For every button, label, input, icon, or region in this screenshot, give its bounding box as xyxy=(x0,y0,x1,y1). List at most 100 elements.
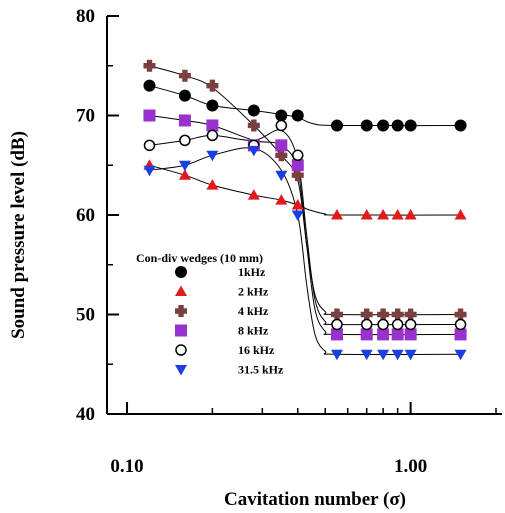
data-point xyxy=(143,109,156,122)
data-point xyxy=(377,318,389,331)
x-tick-label: 1.00 xyxy=(394,456,427,477)
legend-label: 8 kHz xyxy=(238,324,269,338)
y-tick-label: 40 xyxy=(76,404,95,425)
data-point xyxy=(404,349,417,361)
data-point xyxy=(360,318,373,331)
axes: 40 50 60 70 80 0.10 1.00 xyxy=(76,6,502,477)
data-point xyxy=(143,139,156,152)
data-point xyxy=(330,209,343,220)
data-point xyxy=(275,170,288,182)
legend-label: 4 kHz xyxy=(238,304,269,318)
data-point xyxy=(206,79,219,92)
data-point xyxy=(275,149,288,162)
data-point xyxy=(178,69,191,82)
data-point xyxy=(178,89,191,102)
data-point xyxy=(206,179,219,190)
data-point xyxy=(206,119,219,132)
y-tick-label: 50 xyxy=(76,305,95,326)
legend-label: 1kHz xyxy=(238,265,266,279)
legend-marker xyxy=(175,305,187,317)
data-point xyxy=(331,318,343,331)
data-point xyxy=(247,145,260,157)
data-point xyxy=(330,308,343,321)
data-point xyxy=(377,349,390,361)
data-point xyxy=(404,209,417,220)
data-point xyxy=(291,210,304,221)
data-point xyxy=(404,119,417,132)
data-point xyxy=(454,209,467,220)
legend-label: 2 kHz xyxy=(238,285,269,299)
data-point xyxy=(291,169,304,182)
data-point xyxy=(143,79,156,92)
data-point xyxy=(178,169,191,180)
legend-title: Con-div wedges (10 mm) xyxy=(136,251,263,265)
data-point xyxy=(143,165,156,177)
data-point xyxy=(391,318,404,331)
series-curve xyxy=(149,164,461,216)
data-point xyxy=(178,160,191,172)
y-tick-label: 60 xyxy=(76,205,95,226)
y-tick-label: 70 xyxy=(76,106,95,127)
data-point xyxy=(454,308,467,321)
data-point xyxy=(360,209,373,220)
data-point xyxy=(275,139,288,152)
series-curve xyxy=(149,147,461,356)
data-point xyxy=(391,328,404,341)
data-point xyxy=(360,119,373,132)
legend-marker xyxy=(175,365,187,376)
data-point xyxy=(391,349,404,361)
legend-label: 31.5 kHz xyxy=(238,363,284,377)
data-point xyxy=(247,189,260,200)
data-point xyxy=(247,119,260,132)
legend-marker xyxy=(175,344,187,356)
data-point xyxy=(143,59,156,72)
data-point xyxy=(391,308,404,321)
data-point xyxy=(206,150,219,162)
data-point xyxy=(179,134,191,147)
data-point xyxy=(247,104,260,117)
y-tick-label: 80 xyxy=(76,6,95,27)
legend: Con-div wedges (10 mm) 1kHz 2 kHz 4 kHz 8 k… xyxy=(136,251,284,377)
data-point xyxy=(377,308,390,321)
data-point xyxy=(291,109,304,122)
data-point xyxy=(404,318,417,331)
data-point xyxy=(404,328,417,341)
data-point xyxy=(275,119,288,132)
data-point xyxy=(178,114,191,127)
data-point xyxy=(404,308,417,321)
data-point xyxy=(291,199,304,210)
series-curve xyxy=(149,85,461,127)
series-curve xyxy=(149,115,461,336)
data-point xyxy=(454,328,467,341)
x-axis-title: Cavitation number (σ) xyxy=(224,489,406,510)
data-points xyxy=(143,59,467,361)
data-point xyxy=(275,109,288,122)
data-point xyxy=(377,328,390,341)
data-point xyxy=(292,149,304,162)
legend-marker xyxy=(175,266,187,278)
data-point xyxy=(330,349,343,361)
data-point xyxy=(377,209,390,220)
data-point xyxy=(206,129,219,142)
data-point xyxy=(454,318,467,331)
data-point xyxy=(206,99,219,112)
data-point xyxy=(454,119,467,132)
legend-marker xyxy=(175,285,187,296)
data-point xyxy=(391,119,404,132)
fit-curves xyxy=(149,65,461,356)
data-point xyxy=(377,119,390,132)
data-point xyxy=(360,349,373,361)
data-point xyxy=(360,308,373,321)
legend-label: 16 kHz xyxy=(238,343,275,357)
data-point xyxy=(330,328,343,341)
data-point xyxy=(454,349,467,361)
legend-marker xyxy=(175,324,187,337)
data-point xyxy=(360,328,373,341)
data-point xyxy=(330,119,343,132)
x-tick-label: 0.10 xyxy=(110,456,143,477)
y-axis-title: Sound pressure level (dB) xyxy=(8,131,29,339)
data-point xyxy=(275,194,288,205)
data-point xyxy=(291,159,304,172)
data-point xyxy=(391,209,404,220)
